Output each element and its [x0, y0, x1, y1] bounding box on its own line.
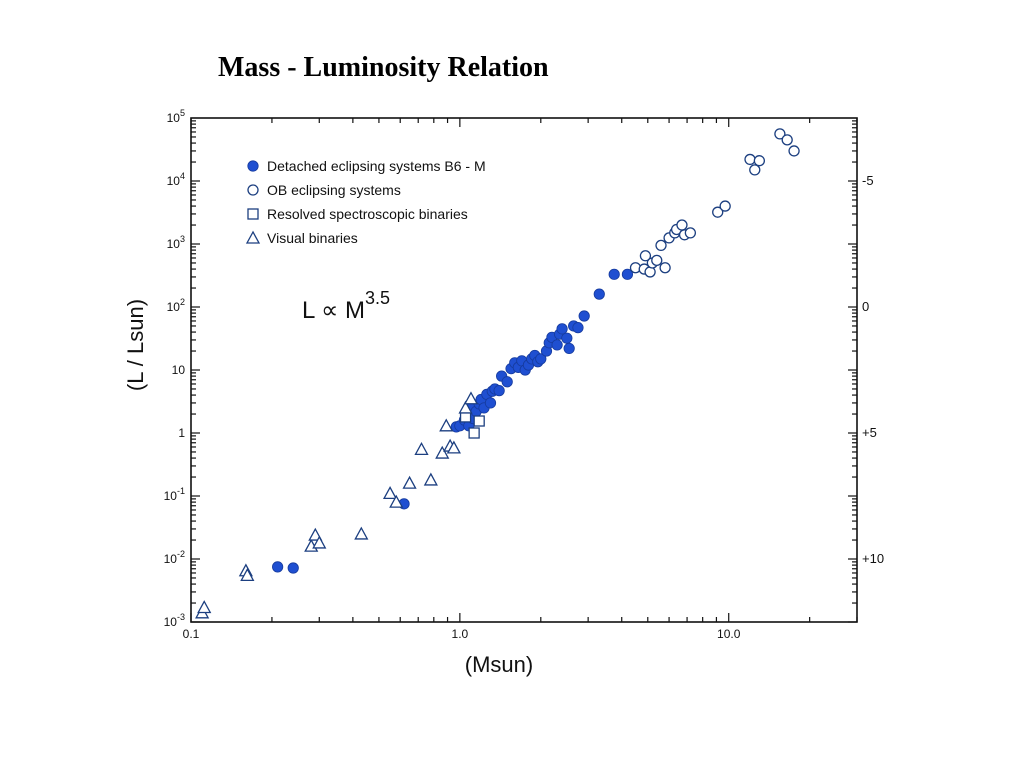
data-point [749, 164, 761, 176]
data-point [446, 440, 461, 454]
data-point [308, 527, 323, 541]
annotation-layer: L ∝ M3.5 [302, 288, 390, 324]
y-tick-label: 102 [167, 297, 185, 314]
data-point [312, 535, 327, 549]
data-point [753, 155, 766, 167]
data-point [561, 332, 573, 344]
right-axis-label: +10 [862, 551, 884, 566]
right-axis-label: -5 [862, 173, 874, 188]
data-point [655, 239, 667, 252]
legend-marker [245, 230, 261, 244]
y-tick-label: 103 [167, 234, 185, 251]
data-point [556, 323, 568, 335]
data-point [639, 250, 652, 262]
data-point [272, 561, 284, 573]
data-point [484, 397, 497, 409]
data-point [608, 268, 620, 280]
data-point [781, 134, 793, 146]
axis-titles: (Msun) (L / Lsun) [123, 299, 533, 677]
data-point [578, 310, 590, 322]
right-axis-label: 0 [862, 299, 869, 314]
data-point [468, 427, 480, 439]
data-point [563, 342, 575, 355]
y-tick-label: 10-2 [164, 549, 185, 566]
data-point [501, 376, 513, 388]
slide-title: Mass - Luminosity Relation [218, 52, 549, 83]
data-point [458, 400, 473, 414]
data-point [493, 385, 505, 397]
data-point [197, 600, 212, 614]
data-point [463, 391, 479, 405]
legend-label: OB eclipsing systems [267, 182, 401, 198]
data-point [354, 526, 369, 540]
data-point [774, 128, 786, 140]
tick-layer: 0.1 1.0 10.0 10-3 10-2 10-1 1 10 102 103 104 105 -5 0… [164, 108, 884, 641]
legend-label: Detached eclipsing systems B6 - M [267, 158, 486, 174]
legend-marker [247, 208, 259, 220]
data-point [572, 322, 584, 334]
data-point [382, 486, 398, 500]
data-point [435, 445, 450, 459]
data-point [744, 153, 756, 166]
data-point [712, 206, 724, 218]
x-tick-label: 1.0 [452, 627, 469, 641]
y-tick-label: 104 [167, 171, 185, 188]
data-point [414, 441, 429, 456]
data-point [651, 254, 663, 267]
y-tick-label: 1 [178, 426, 185, 440]
right-axis-label: +5 [862, 425, 877, 440]
legend: Detached eclipsing systems B6 - M OB ecli… [245, 158, 486, 246]
data-point [473, 415, 485, 427]
relation-annotation: L ∝ M3.5 [302, 288, 390, 324]
legend-marker [247, 184, 259, 196]
data-point [287, 562, 299, 574]
x-axis-title: (Msun) [465, 652, 533, 677]
data-point [719, 200, 731, 212]
data-point [593, 288, 605, 300]
data-point [389, 494, 404, 508]
legend-label: Visual binaries [267, 230, 358, 246]
data-point [676, 219, 688, 231]
y-tick-label: 10 [172, 363, 186, 377]
y-tick-label: 10-3 [164, 612, 185, 629]
data-point [621, 268, 634, 280]
y-axis-title: (L / Lsun) [123, 299, 148, 391]
data-point [535, 353, 547, 365]
data-points-layer [195, 128, 800, 619]
y-tick-label: 105 [167, 108, 185, 125]
x-tick-label: 0.1 [183, 627, 200, 641]
data-point [788, 145, 800, 157]
legend-label: Resolved spectroscopic binaries [267, 206, 468, 222]
data-point [551, 339, 563, 351]
data-point [659, 262, 671, 274]
y-tick-label: 10-1 [164, 486, 185, 503]
data-point [402, 475, 417, 489]
data-point [684, 227, 697, 239]
x-tick-label: 10.0 [717, 627, 741, 641]
legend-marker [247, 160, 259, 172]
data-point [240, 567, 255, 582]
data-point [439, 418, 454, 432]
data-point [423, 472, 438, 486]
